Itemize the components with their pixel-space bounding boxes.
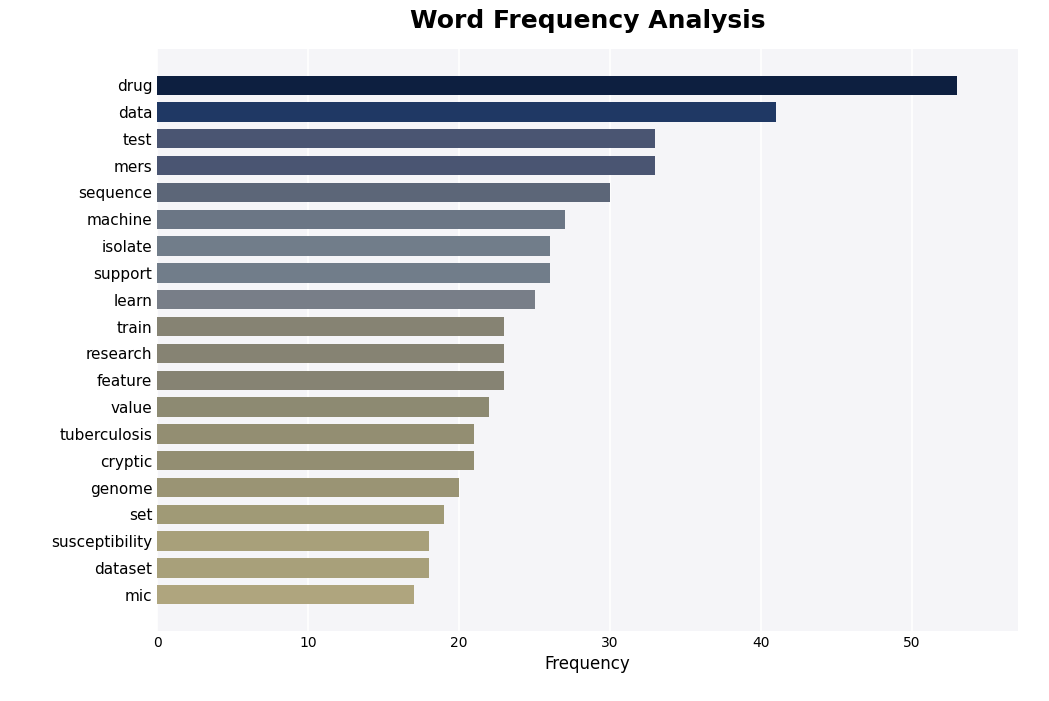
Bar: [157, 156, 656, 175]
Bar: [157, 424, 474, 444]
Bar: [157, 585, 414, 604]
Bar: [157, 210, 564, 229]
Bar: [157, 102, 776, 122]
Bar: [157, 371, 505, 390]
Bar: [157, 129, 656, 149]
Title: Word Frequency Analysis: Word Frequency Analysis: [410, 9, 765, 33]
X-axis label: Frequency: Frequency: [544, 655, 630, 674]
Bar: [157, 183, 611, 202]
Bar: [157, 531, 429, 551]
Bar: [157, 397, 489, 416]
Bar: [157, 343, 505, 363]
Bar: [157, 290, 535, 309]
Bar: [157, 451, 474, 470]
Bar: [157, 558, 429, 578]
Bar: [157, 317, 505, 336]
Bar: [157, 76, 957, 95]
Bar: [157, 478, 459, 497]
Bar: [157, 264, 550, 283]
Bar: [157, 236, 550, 256]
Bar: [157, 505, 444, 524]
